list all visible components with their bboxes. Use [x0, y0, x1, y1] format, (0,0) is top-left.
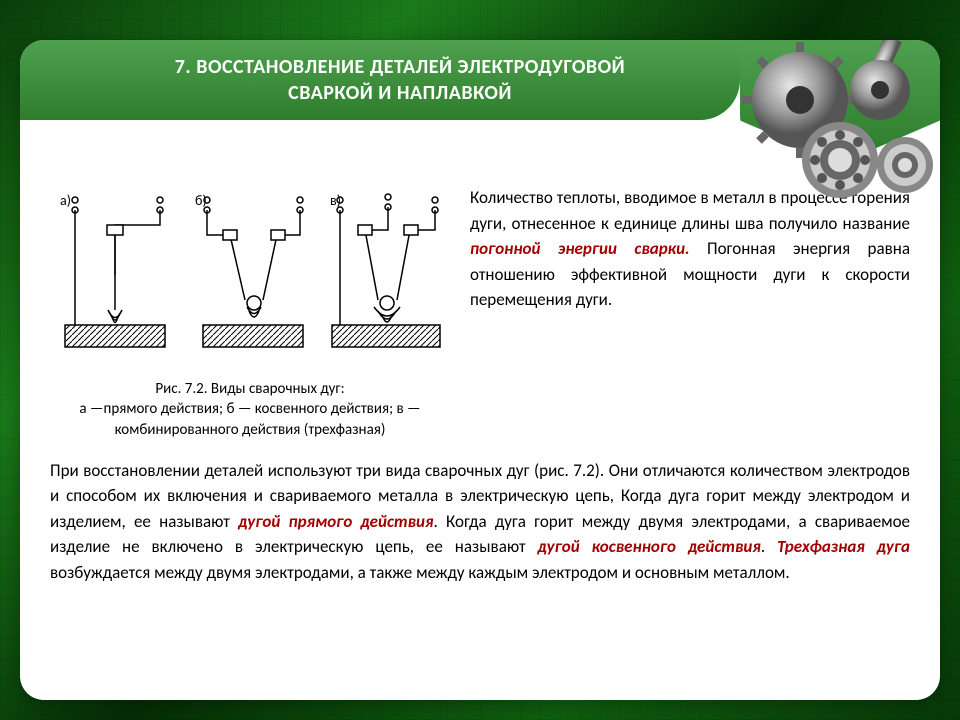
figure-column: а)	[50, 185, 450, 440]
fig-label-b: б)	[195, 192, 207, 209]
fig-label-a: а)	[60, 192, 71, 209]
bottom-hl2: дугой косвенного действия	[538, 536, 761, 557]
header-tab: 7. ВОССТАНОВЛЕНИЕ ДЕТАЛЕЙ ЭЛЕКТРОДУГОВОЙ…	[20, 40, 740, 120]
paragraph-bottom: При восстановлении деталей используют тр…	[50, 458, 910, 586]
text-right-highlight: погонной энергии сварки.	[470, 238, 690, 259]
caption-line-1: Рис. 7.2. Виды сварочных дуг:	[155, 380, 344, 398]
content-panel: 7. ВОССТАНОВЛЕНИЕ ДЕТАЛЕЙ ЭЛЕКТРОДУГОВОЙ…	[20, 40, 940, 700]
title-line-2: СВАРКОЙ И НАПЛАВКОЙ	[288, 81, 512, 105]
paragraph-right: Количество теплоты, вводимое в металл в …	[470, 185, 910, 440]
figure-caption: Рис. 7.2. Виды сварочных дуг: а —прямого…	[50, 379, 450, 440]
upper-row: а)	[50, 185, 910, 440]
gears-decoration	[730, 40, 940, 210]
bottom-hl1: дугой прямого действия	[238, 511, 433, 532]
caption-line-2: а —прямого действия; б — косвенного дейс…	[79, 400, 420, 438]
title-line-1: 7. ВОССТАНОВЛЕНИЕ ДЕТАЛЕЙ ЭЛЕКТРОДУГОВОЙ	[175, 55, 625, 79]
bottom-3: .	[761, 536, 777, 557]
bottom-hl3: Трехфазная дуга	[777, 536, 910, 557]
body-area: а)	[50, 185, 910, 680]
bottom-4: возбуждается между двумя электродами, а …	[50, 562, 790, 583]
page-title: 7. ВОССТАНОВЛЕНИЕ ДЕТАЛЕЙ ЭЛЕКТРОДУГОВОЙ…	[175, 54, 625, 106]
figure-7-2: а)	[50, 185, 450, 375]
